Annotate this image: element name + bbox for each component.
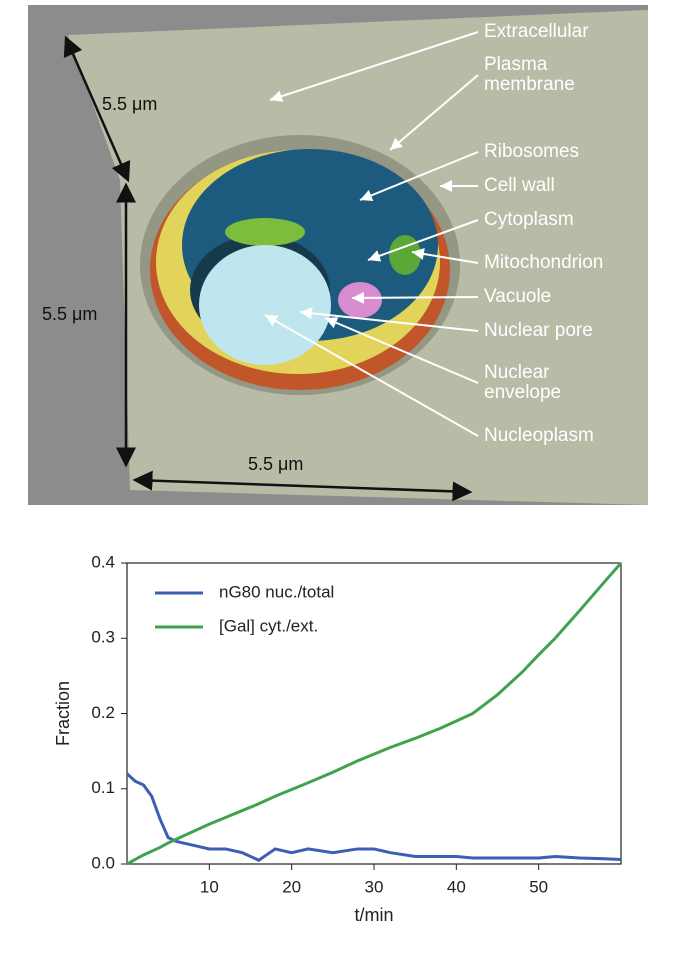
mitochondrion — [225, 218, 305, 246]
x-tick-label: 20 — [282, 877, 301, 896]
organelle-label: Mitochondrion — [484, 252, 603, 273]
y-axis-label: Fraction — [53, 681, 73, 746]
legend-label: [Gal] cyt./ext. — [219, 616, 318, 635]
y-tick-label: 0.0 — [91, 853, 115, 872]
dimension-label: 5.5 μm — [42, 304, 97, 324]
organelle-label: envelope — [484, 382, 561, 403]
illustration: 5.5 μm 5.5 μm 5.5 μm Extracellular Plasma… — [28, 5, 648, 505]
y-tick-label: 0.3 — [91, 628, 115, 647]
x-axis-label: t/min — [354, 905, 393, 925]
y-tick-label: 0.4 — [91, 552, 115, 571]
organelle-label: Nuclear pore — [484, 320, 593, 341]
organelle-label: membrane — [484, 74, 575, 95]
organelle-label: Plasma — [484, 54, 548, 75]
x-tick-label: 30 — [365, 877, 384, 896]
legend-label: nG80 nuc./total — [219, 582, 334, 601]
x-tick-label: 40 — [447, 877, 466, 896]
figure: 5.5 μm 5.5 μm 5.5 μm Extracellular Plasma… — [0, 0, 674, 957]
mitochondrion — [389, 235, 421, 275]
dimension-label: 5.5 μm — [102, 94, 157, 114]
organelle-label: Ribosomes — [484, 141, 579, 162]
y-tick-label: 0.2 — [91, 703, 115, 722]
organelle-label: Nuclear — [484, 362, 550, 383]
organelle-label: Extracellular — [484, 21, 589, 42]
x-tick-label: 10 — [200, 877, 219, 896]
dimension-label: 5.5 μm — [248, 454, 303, 474]
organelle-label: Cell wall — [484, 175, 555, 196]
x-tick-label: 50 — [529, 877, 548, 896]
organelle-label: Nucleoplasm — [484, 425, 594, 446]
organelle-label: Cytoplasm — [484, 209, 574, 230]
chart: 0.0 0.1 0.2 0.3 0.4 10 20 30 40 50 t/min Fraction nG… — [53, 552, 621, 924]
plot-area — [127, 563, 621, 864]
organelle-label: Vacuole — [484, 286, 551, 307]
y-tick-label: 0.1 — [91, 778, 115, 797]
nucleus — [199, 245, 331, 365]
vacuole — [338, 282, 382, 318]
